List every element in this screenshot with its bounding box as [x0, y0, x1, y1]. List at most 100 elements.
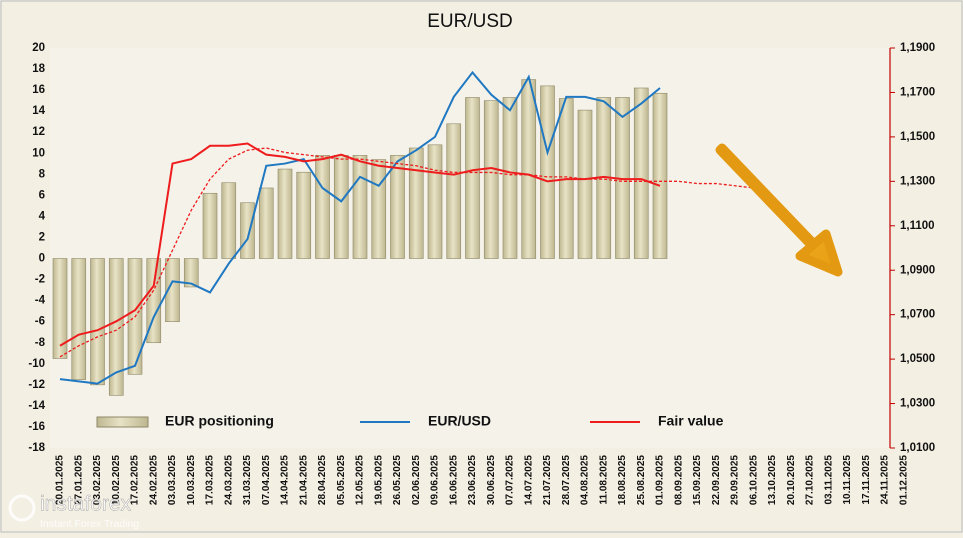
x-tick-label: 11.08.2025: [598, 455, 609, 505]
legend-swatch: [96, 416, 149, 428]
x-tick-label: 03.03.2025: [167, 455, 178, 505]
bar: [202, 192, 218, 259]
bar: [371, 159, 387, 259]
x-tick-label: 04.08.2025: [580, 455, 591, 505]
x-tick-label: 19.05.2025: [373, 455, 384, 505]
x-tick-label: 14.07.2025: [523, 455, 534, 505]
line: [59, 142, 661, 347]
bar: [408, 147, 424, 259]
y-tick-label: -12: [28, 379, 45, 391]
x-tick-label: 12.05.2025: [355, 455, 366, 505]
x-tick-label: 17.02.2025: [130, 455, 141, 505]
x-tick-label: 29.09.2025: [730, 455, 741, 505]
bar: [183, 258, 199, 288]
x-tick-label: 08.09.2025: [673, 455, 684, 505]
x-tick-label: 14.04.2025: [280, 455, 291, 505]
logo-icon: [8, 494, 36, 522]
y-tick-label: 8: [39, 168, 46, 180]
x-tick-label: 25.08.2025: [636, 455, 647, 505]
x-tick-label: 15.09.2025: [692, 455, 703, 505]
x-tick-label: 13.10.2025: [767, 455, 778, 505]
x-tick-label: 24.02.2025: [148, 455, 159, 505]
bar: [333, 155, 349, 259]
x-tick-label: 09.06.2025: [430, 455, 441, 505]
x-tick-label: 01.09.2025: [655, 455, 666, 505]
bar: [390, 155, 405, 259]
y-tick-label: 12: [32, 126, 45, 138]
line: [59, 147, 754, 358]
y-tick-label: -16: [28, 421, 45, 433]
bar: [90, 258, 105, 386]
legend-label: Fair value: [658, 413, 724, 429]
y-tick-label: 0: [39, 253, 45, 265]
x-tick-label: 10.11.2025: [842, 455, 853, 505]
bar: [540, 85, 555, 259]
bar: [258, 187, 274, 259]
y-tick-label: -4: [35, 295, 46, 307]
y-tick-label: 18: [32, 63, 45, 75]
x-tick-label: 10.03.2025: [186, 455, 197, 505]
y2-tick-label: 1,1100: [900, 220, 935, 232]
x-tick-label: 17.03.2025: [205, 455, 216, 505]
bar: [577, 109, 593, 259]
bar: [296, 171, 312, 259]
y2-tick-label: 1,1500: [900, 131, 935, 143]
y-tick-label: -10: [28, 358, 45, 370]
x-tick-label: 10.02.2025: [111, 455, 122, 505]
bar: [446, 123, 462, 259]
bar: [521, 79, 537, 259]
x-tick-label: 24.03.2025: [223, 455, 234, 505]
y-tick-label: 16: [32, 84, 45, 96]
logo-name: instaforex: [40, 493, 132, 516]
x-tick-label: 27.01.2025: [73, 455, 84, 505]
x-tick-label: 22.09.2025: [711, 455, 722, 505]
x-tick-label: 03.11.2025: [823, 455, 834, 505]
y-tick-label: -8: [35, 337, 46, 349]
bar: [315, 155, 330, 259]
y2-tick-label: 1,0900: [900, 264, 935, 276]
y2-tick-label: 1,1900: [900, 42, 935, 54]
y-tick-label: 10: [32, 147, 45, 159]
x-tick-label: 28.07.2025: [561, 455, 572, 505]
bar: [240, 202, 255, 259]
x-tick-label: 07.07.2025: [505, 455, 516, 505]
x-tick-label: 03.02.2025: [92, 455, 103, 505]
bar: [71, 258, 87, 380]
bar: [352, 155, 368, 259]
x-tick-label: 02.06.2025: [411, 455, 422, 505]
y-tick-label: -18: [28, 442, 45, 454]
bar: [427, 144, 443, 259]
x-tick-label: 23.06.2025: [467, 455, 478, 505]
x-tick-label: 24.11.2025: [880, 455, 891, 505]
x-tick-label: 21.04.2025: [298, 455, 309, 505]
y-tick-label: 2: [39, 232, 45, 244]
y-tick-label: -2: [35, 274, 45, 286]
chart-title: EUR/USD: [427, 11, 513, 32]
x-tick-label: 31.03.2025: [242, 455, 253, 505]
y-tick-label: -14: [28, 400, 45, 412]
bar: [502, 97, 518, 259]
y-tick-label: 14: [32, 105, 45, 117]
bar: [221, 182, 237, 259]
y2-tick-label: 1,1300: [900, 175, 935, 187]
x-tick-label: 18.08.2025: [617, 455, 628, 505]
bar: [52, 258, 68, 359]
x-tick-label: 01.12.2025: [898, 455, 909, 505]
x-tick-label: 21.07.2025: [542, 455, 553, 505]
legend-label: EUR positioning: [165, 413, 274, 429]
y2-tick-label: 1,0700: [900, 309, 935, 321]
x-tick-label: 07.04.2025: [261, 455, 272, 505]
line: [59, 70, 661, 385]
x-tick-label: 05.05.2025: [336, 455, 347, 505]
arrow: [715, 143, 843, 277]
bar: [633, 87, 649, 259]
legend-label: EUR/USD: [428, 413, 491, 429]
bar: [277, 168, 293, 259]
bar: [165, 258, 180, 322]
y2-tick-label: 1,1700: [900, 86, 935, 98]
logo-tagline: Instant Forex Trading: [40, 518, 139, 530]
y-tick-label: -6: [35, 316, 45, 328]
watermark: instaforex Instant Forex Trading: [8, 492, 139, 530]
x-tick-label: 06.10.2025: [748, 455, 759, 505]
